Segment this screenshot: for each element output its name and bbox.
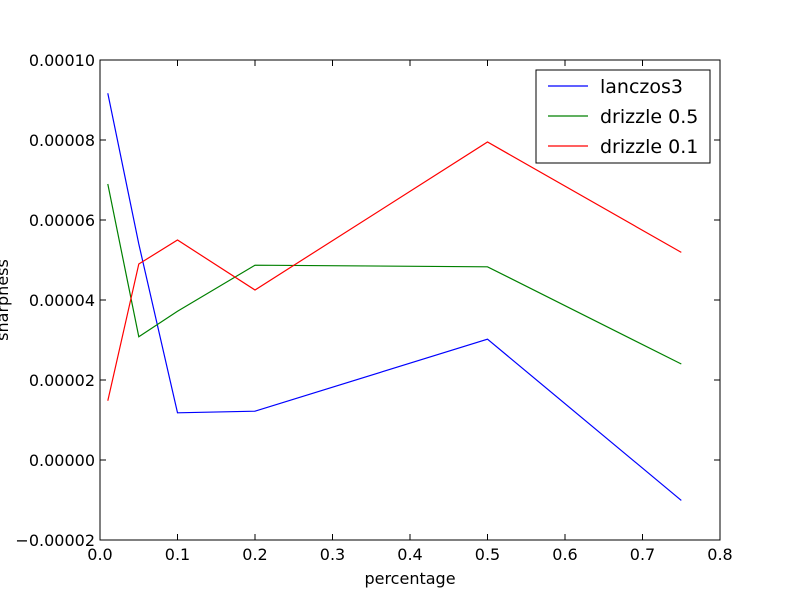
y-tick-label: 0.00006 bbox=[29, 211, 95, 230]
series-line-1 bbox=[107, 183, 682, 365]
x-tick-label: 0.8 bbox=[707, 545, 732, 564]
x-tick-label: 0.1 bbox=[165, 545, 190, 564]
y-tick-label: 0.00004 bbox=[29, 291, 95, 310]
y-tick-label: 0.00010 bbox=[29, 51, 95, 70]
x-tick-label: 0.3 bbox=[320, 545, 345, 564]
y-tick-label: 0.00000 bbox=[29, 451, 95, 470]
x-tick-label: 0.0 bbox=[87, 545, 112, 564]
series-line-0 bbox=[107, 93, 682, 501]
axis-ticks: 0.0 0.1 0.2 0.3 0.4 0.5 0.6 0.7 0.8 −0.00002 0.000… bbox=[15, 51, 732, 564]
legend-label: drizzle 0.1 bbox=[600, 136, 698, 158]
x-axis-title: percentage bbox=[364, 569, 455, 588]
x-tick-label: 0.7 bbox=[630, 545, 655, 564]
series-line-2 bbox=[107, 141, 682, 401]
y-tick-label: −0.00002 bbox=[15, 531, 95, 550]
y-tick-label: 0.00008 bbox=[29, 131, 95, 150]
y-axis-title: sharpness bbox=[0, 259, 12, 341]
series-lines bbox=[107, 93, 682, 501]
y-tick-label: 0.00002 bbox=[29, 371, 95, 390]
x-tick-label: 0.4 bbox=[397, 545, 422, 564]
legend-label: lanczos3 bbox=[600, 76, 683, 98]
legend: lanczos3 drizzle 0.5 drizzle 0.1 bbox=[535, 69, 711, 164]
x-tick-label: 0.6 bbox=[552, 545, 577, 564]
x-tick-label: 0.5 bbox=[475, 545, 500, 564]
x-tick-label: 0.2 bbox=[242, 545, 267, 564]
legend-label: drizzle 0.5 bbox=[600, 106, 698, 128]
